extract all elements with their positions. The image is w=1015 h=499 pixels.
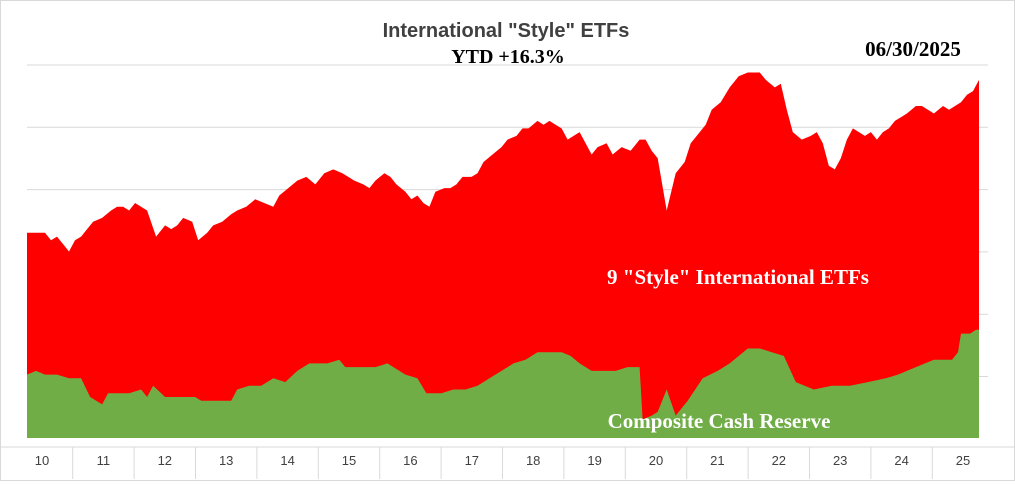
- x-tick-label: 11: [97, 453, 111, 468]
- series-label-cash: Composite Cash Reserve: [608, 409, 831, 433]
- x-tick-label: 14: [280, 453, 294, 468]
- plot-areas: [27, 72, 979, 438]
- x-axis-tick-labels: 10 11 12 13 14 15 16 17 18 19 20 21 22 23 24 25: [35, 453, 970, 468]
- area-cash-reserve: [27, 329, 979, 438]
- chart-date: 06/30/2025: [865, 37, 961, 61]
- x-tick-label: 15: [342, 453, 356, 468]
- x-tick-label: 18: [526, 453, 540, 468]
- x-tick-label: 25: [956, 453, 970, 468]
- x-tick-label: 22: [772, 453, 786, 468]
- x-tick-label: 23: [833, 453, 847, 468]
- x-tick-label: 20: [649, 453, 663, 468]
- chart-title: International "Style" ETFs: [383, 20, 630, 42]
- x-tick-label: 10: [35, 453, 49, 468]
- x-tick-label: 21: [710, 453, 724, 468]
- chart-subtitle: YTD +16.3%: [451, 46, 565, 68]
- x-tick-label: 12: [158, 453, 172, 468]
- x-axis-ticks: [72, 447, 933, 479]
- x-tick-label: 16: [403, 453, 417, 468]
- x-tick-label: 19: [587, 453, 601, 468]
- series-label-etfs: 9 "Style" International ETFs: [607, 265, 869, 289]
- chart-canvas: 10 11 12 13 14 15 16 17 18 19 20 21 22 23 24 25 Interna…: [0, 20, 1015, 479]
- area-style-etfs: [27, 72, 979, 438]
- x-tick-label: 13: [219, 453, 233, 468]
- x-tick-label: 24: [894, 453, 908, 468]
- x-tick-label: 17: [465, 453, 479, 468]
